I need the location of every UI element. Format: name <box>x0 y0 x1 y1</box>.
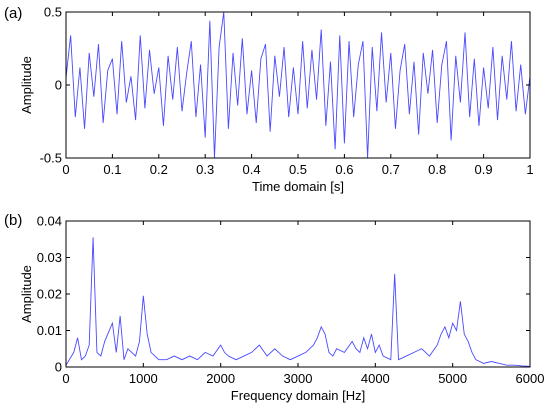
y-tick-label: 0 <box>55 360 62 375</box>
panel-label-b: (b) <box>4 212 22 229</box>
x-tick-label: 0.5 <box>289 162 307 177</box>
frequency-domain-panel: (b) 0 1000 2000 3000 4000 5000 6000 0 0.01 0.02 0.… <box>4 212 544 403</box>
x-tick-label: 0.1 <box>103 162 121 177</box>
series-line-0 <box>65 11 531 159</box>
y-tick-label: 0.02 <box>37 287 62 302</box>
x-tick-label: 5000 <box>438 371 467 386</box>
y-tick-label: 0.01 <box>37 323 62 338</box>
time-axis-ticks: 0 0.1 0.2 0.3 0.4 0.5 0.6 0.7 0.8 0.9 1-0.500.5 <box>40 5 534 178</box>
time-domain-panel: (a) 0 0.1 0.2 0.3 0.4 0.5 0.6 0.7 0.8 0.9 1-0.500.… <box>4 5 534 195</box>
x-tick-label: 3000 <box>284 371 313 386</box>
time-x-axis-label: Time domain [s] <box>252 179 344 194</box>
x-tick-label: 4000 <box>361 371 390 386</box>
x-tick-label: 0.6 <box>335 162 353 177</box>
x-tick-label: 0 <box>62 371 69 386</box>
time-domain-waveform <box>65 11 531 159</box>
x-tick-label: 1 <box>526 162 533 177</box>
frequency-axis-ticks: 0 1000 2000 3000 4000 5000 6000 0 0.01 0.02 0.03 0.… <box>37 214 545 387</box>
x-tick-label: 0.2 <box>150 162 168 177</box>
y-tick-label: -0.5 <box>40 151 62 166</box>
frequency-x-axis-label: Frequency domain [Hz] <box>231 388 365 403</box>
x-tick-label: 0.7 <box>382 162 400 177</box>
y-tick-label: 0.03 <box>37 250 62 265</box>
x-tick-label: 0.9 <box>475 162 493 177</box>
y-tick-label: 0.5 <box>44 5 62 20</box>
x-tick-label: 0.8 <box>428 162 446 177</box>
time-y-axis-label: Amplitude <box>19 56 34 114</box>
x-tick-label: 0.4 <box>243 162 261 177</box>
x-tick-label: 1000 <box>129 371 158 386</box>
x-tick-label: 0 <box>62 162 69 177</box>
x-tick-label: 2000 <box>206 371 235 386</box>
y-tick-label: 0.04 <box>37 214 62 229</box>
y-tick-label: 0 <box>55 78 62 93</box>
panel-label-a: (a) <box>4 5 22 22</box>
x-tick-label: 0.3 <box>196 162 214 177</box>
x-tick-label: 6000 <box>516 371 545 386</box>
frequency-y-axis-label: Amplitude <box>19 265 34 323</box>
frequency-spectrum <box>65 237 531 367</box>
series-line-0 <box>65 237 531 367</box>
